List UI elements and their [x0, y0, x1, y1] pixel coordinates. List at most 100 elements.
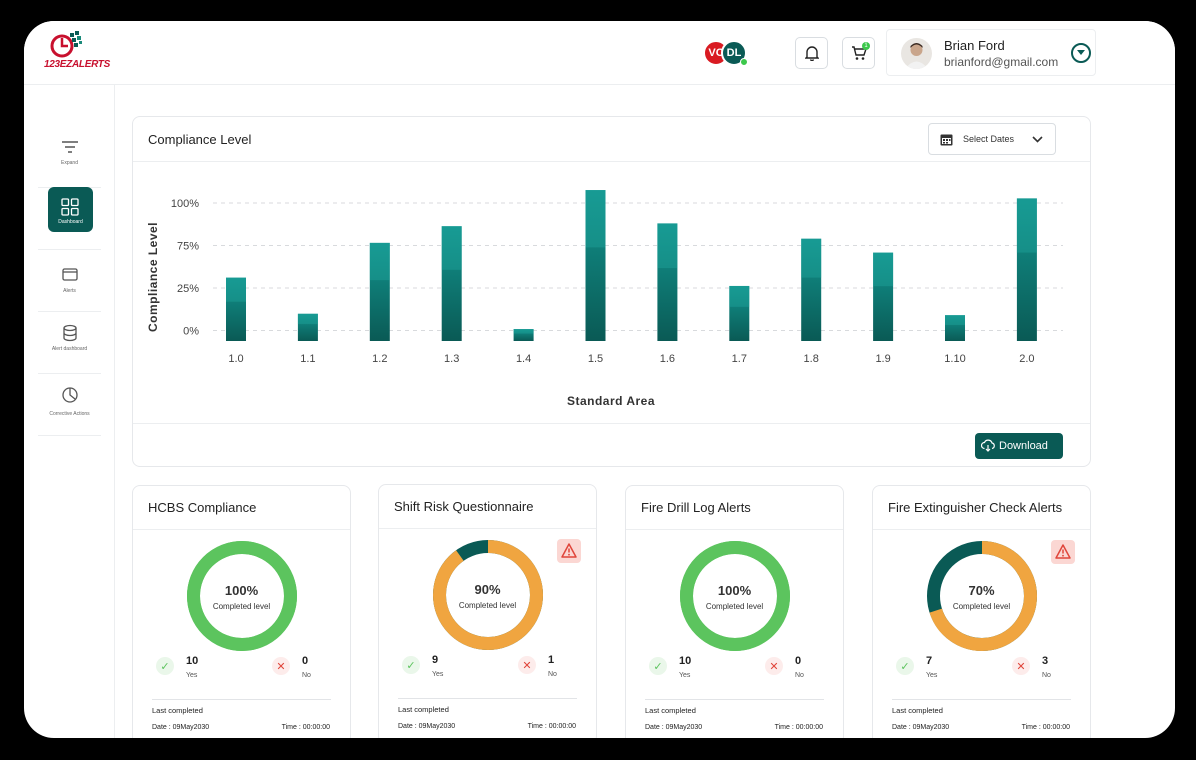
no-label: No [302, 672, 311, 679]
logo-icon [50, 31, 82, 58]
divider [892, 699, 1071, 700]
completion-donut [680, 541, 790, 651]
bar[interactable] [585, 190, 606, 341]
completion-donut [927, 541, 1037, 651]
warning-button[interactable] [1051, 540, 1075, 564]
no-number: 0 [795, 655, 802, 667]
check-icon: ✓ [402, 656, 420, 674]
x-tick-label: 1.9 [875, 353, 890, 365]
bar-highlight [729, 285, 750, 307]
y-axis-label: Compliance Level [146, 222, 160, 332]
x-tick-label: 2.0 [1019, 353, 1034, 365]
chevron-down-icon [1032, 136, 1043, 143]
filter-icon [62, 141, 78, 153]
user-avatar-icon [905, 43, 928, 69]
metric-card-fire-extinguisher: Fire Extinguisher Check Alerts 70% Compl… [872, 485, 1091, 738]
last-completed-label: Last completed [645, 706, 696, 715]
no-label: No [548, 671, 557, 678]
last-completed-label: Last completed [892, 706, 943, 715]
sidebar-item-label: Alerts [63, 288, 76, 294]
x-tick-label: 1.10 [944, 353, 965, 365]
inbox-icon [62, 268, 78, 281]
metric-title: Shift Risk Questionnaire [394, 499, 534, 514]
bar[interactable] [297, 313, 318, 341]
x-tick-label: 1.1 [300, 353, 315, 365]
bar[interactable] [801, 238, 822, 341]
completion-label: Completed level [952, 602, 1011, 611]
warning-button[interactable] [557, 539, 581, 563]
yes-number: 7 [926, 655, 933, 667]
notifications-button[interactable] [795, 37, 828, 69]
yes-label: Yes [186, 672, 198, 679]
bar[interactable] [729, 285, 750, 341]
x-tick-label: 1.2 [372, 353, 387, 365]
completion-percent: 100% [717, 583, 752, 598]
user-menu[interactable]: Brian Ford brianford@gmail.com [886, 29, 1096, 76]
metric-card-fire-drill: Fire Drill Log Alerts 100% Completed lev… [625, 485, 844, 738]
app-window: 123EZALERTS VC DL 1 [24, 21, 1175, 738]
close-icon: ✕ [518, 656, 536, 674]
metric-title: HCBS Compliance [148, 500, 257, 515]
last-completed-time: Time : 00:00:00 [281, 724, 330, 731]
grid-icon [61, 198, 79, 216]
y-tick-label: 100% [171, 198, 199, 210]
bar[interactable] [1016, 198, 1037, 341]
bar[interactable] [513, 329, 534, 341]
donut-completed-arc [680, 541, 790, 651]
date-select[interactable]: Select Dates [928, 123, 1056, 155]
sidebar-item-alerts[interactable]: Alerts [38, 250, 101, 312]
completion-label: Completed level [212, 602, 271, 611]
close-icon: ✕ [1012, 657, 1030, 675]
y-tick-label: 75% [177, 241, 199, 253]
cart-count-badge: 1 [862, 42, 870, 50]
warning-icon [561, 543, 577, 558]
top-bar: 123EZALERTS VC DL 1 [24, 21, 1175, 85]
last-completed-time: Time : 00:00:00 [527, 723, 576, 730]
donut-completed-arc [433, 540, 543, 650]
yes-number: 9 [432, 654, 439, 666]
bar[interactable] [369, 242, 390, 341]
sidebar-item-alert-dashboard[interactable]: Alert dashboard [38, 312, 101, 374]
yes-label: Yes [926, 672, 938, 679]
divider [133, 161, 1090, 162]
pie-icon [62, 387, 78, 403]
check-icon: ✓ [896, 657, 914, 675]
donut-completed-arc [927, 541, 1037, 651]
completion-percent: 100% [224, 583, 259, 598]
last-completed-date: Date : 09May2030 [152, 724, 210, 731]
metric-title: Fire Extinguisher Check Alerts [888, 500, 1063, 515]
bar-highlight [585, 190, 606, 248]
database-icon [63, 324, 77, 342]
chevron-down-icon[interactable] [1071, 43, 1091, 63]
bar[interactable] [945, 315, 965, 341]
no-number: 1 [548, 654, 555, 666]
no-number: 3 [1042, 655, 1049, 667]
sidebar-item-corrective-actions[interactable]: Corrective Actions [38, 374, 101, 436]
sidebar-item-label: Expand [61, 160, 78, 166]
logo-text: 123EZALERTS [44, 59, 110, 70]
divider [152, 699, 331, 700]
sidebar: Expand Dashboard Alerts Alert das [24, 85, 115, 738]
user-name: Brian Ford [944, 38, 1005, 53]
metric-card-hcbs: HCBS Compliance 100% Completed level ✓ 1… [132, 485, 351, 738]
calendar-icon [940, 134, 953, 146]
sidebar-item-dashboard[interactable]: Dashboard [48, 187, 93, 232]
online-status-dot [740, 58, 748, 66]
last-completed-label: Last completed [152, 706, 203, 715]
bar-highlight [873, 252, 894, 287]
brand-logo[interactable]: 123EZALERTS [44, 29, 122, 77]
bar[interactable] [226, 277, 246, 341]
chart-title: Compliance Level [148, 132, 252, 147]
bar-highlight [441, 226, 462, 270]
bar[interactable] [657, 223, 678, 341]
bar[interactable] [873, 252, 894, 341]
divider [398, 698, 577, 699]
user-avatar [901, 38, 932, 69]
compliance-bar-chart: 100% 75% 25% 0% 1.0 1.1 1.2 1.3 1.4 1.5 1.6 1.7 1.8… [146, 190, 1063, 408]
cart-button[interactable]: 1 [842, 37, 875, 69]
download-button[interactable]: Download [975, 433, 1063, 459]
sidebar-item-expand[interactable]: Expand [38, 126, 101, 188]
bar[interactable] [441, 226, 462, 341]
bar-highlight [369, 242, 390, 281]
x-tick-label: 1.7 [732, 353, 747, 365]
